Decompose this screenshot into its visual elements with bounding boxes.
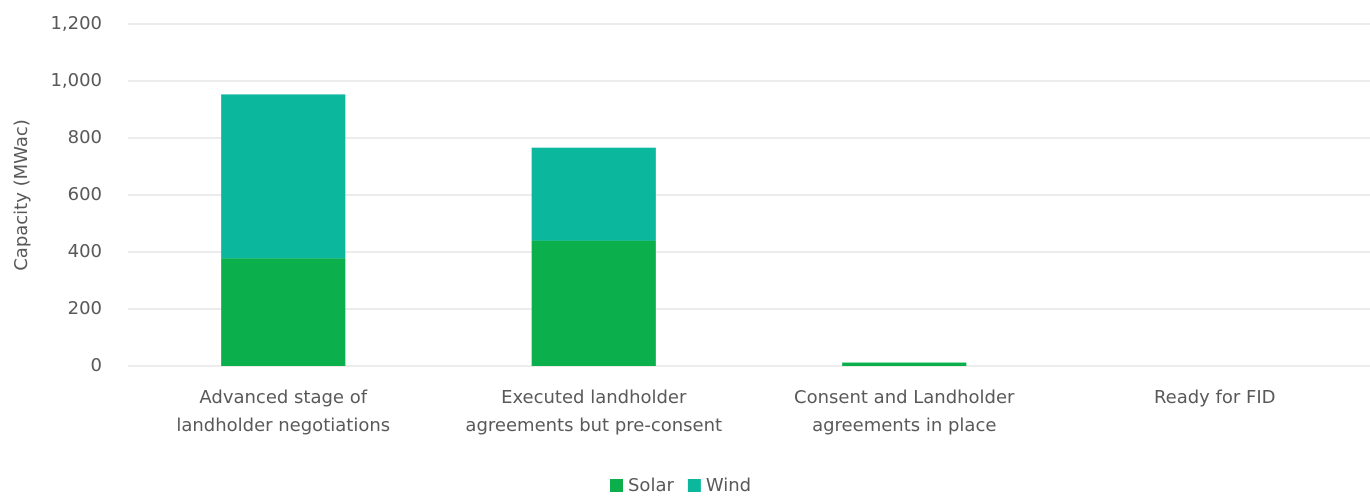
y-tick-label: 1,200	[50, 13, 102, 34]
bar-segment	[221, 258, 346, 366]
y-tick-label: 1,000	[50, 70, 102, 91]
legend-swatch	[610, 479, 623, 492]
bar-segment	[531, 147, 656, 241]
x-tick-label: Consent and Landholder agreements in pla…	[794, 387, 1015, 436]
y-tick-label: 200	[68, 298, 102, 319]
x-tick-label: Executed landholder agreements but pre-c…	[465, 387, 723, 436]
x-tick-label: Ready for FID	[1153, 387, 1276, 408]
legend-swatch	[687, 479, 701, 492]
y-tick-label: 600	[68, 184, 102, 205]
legend-label: Wind	[706, 475, 751, 496]
x-tick-label: Advanced stage of landholder negotiation…	[176, 387, 391, 436]
bar-segment	[221, 94, 346, 259]
y-tick-label: 800	[68, 127, 102, 148]
y-tick-label: 0	[91, 355, 102, 376]
bar-segment	[531, 240, 656, 366]
bar-segment	[842, 362, 967, 366]
y-tick-label: 400	[68, 241, 102, 262]
legend-label: Solar	[628, 475, 674, 496]
y-axis-label: Capacity (MWac)	[11, 119, 32, 271]
